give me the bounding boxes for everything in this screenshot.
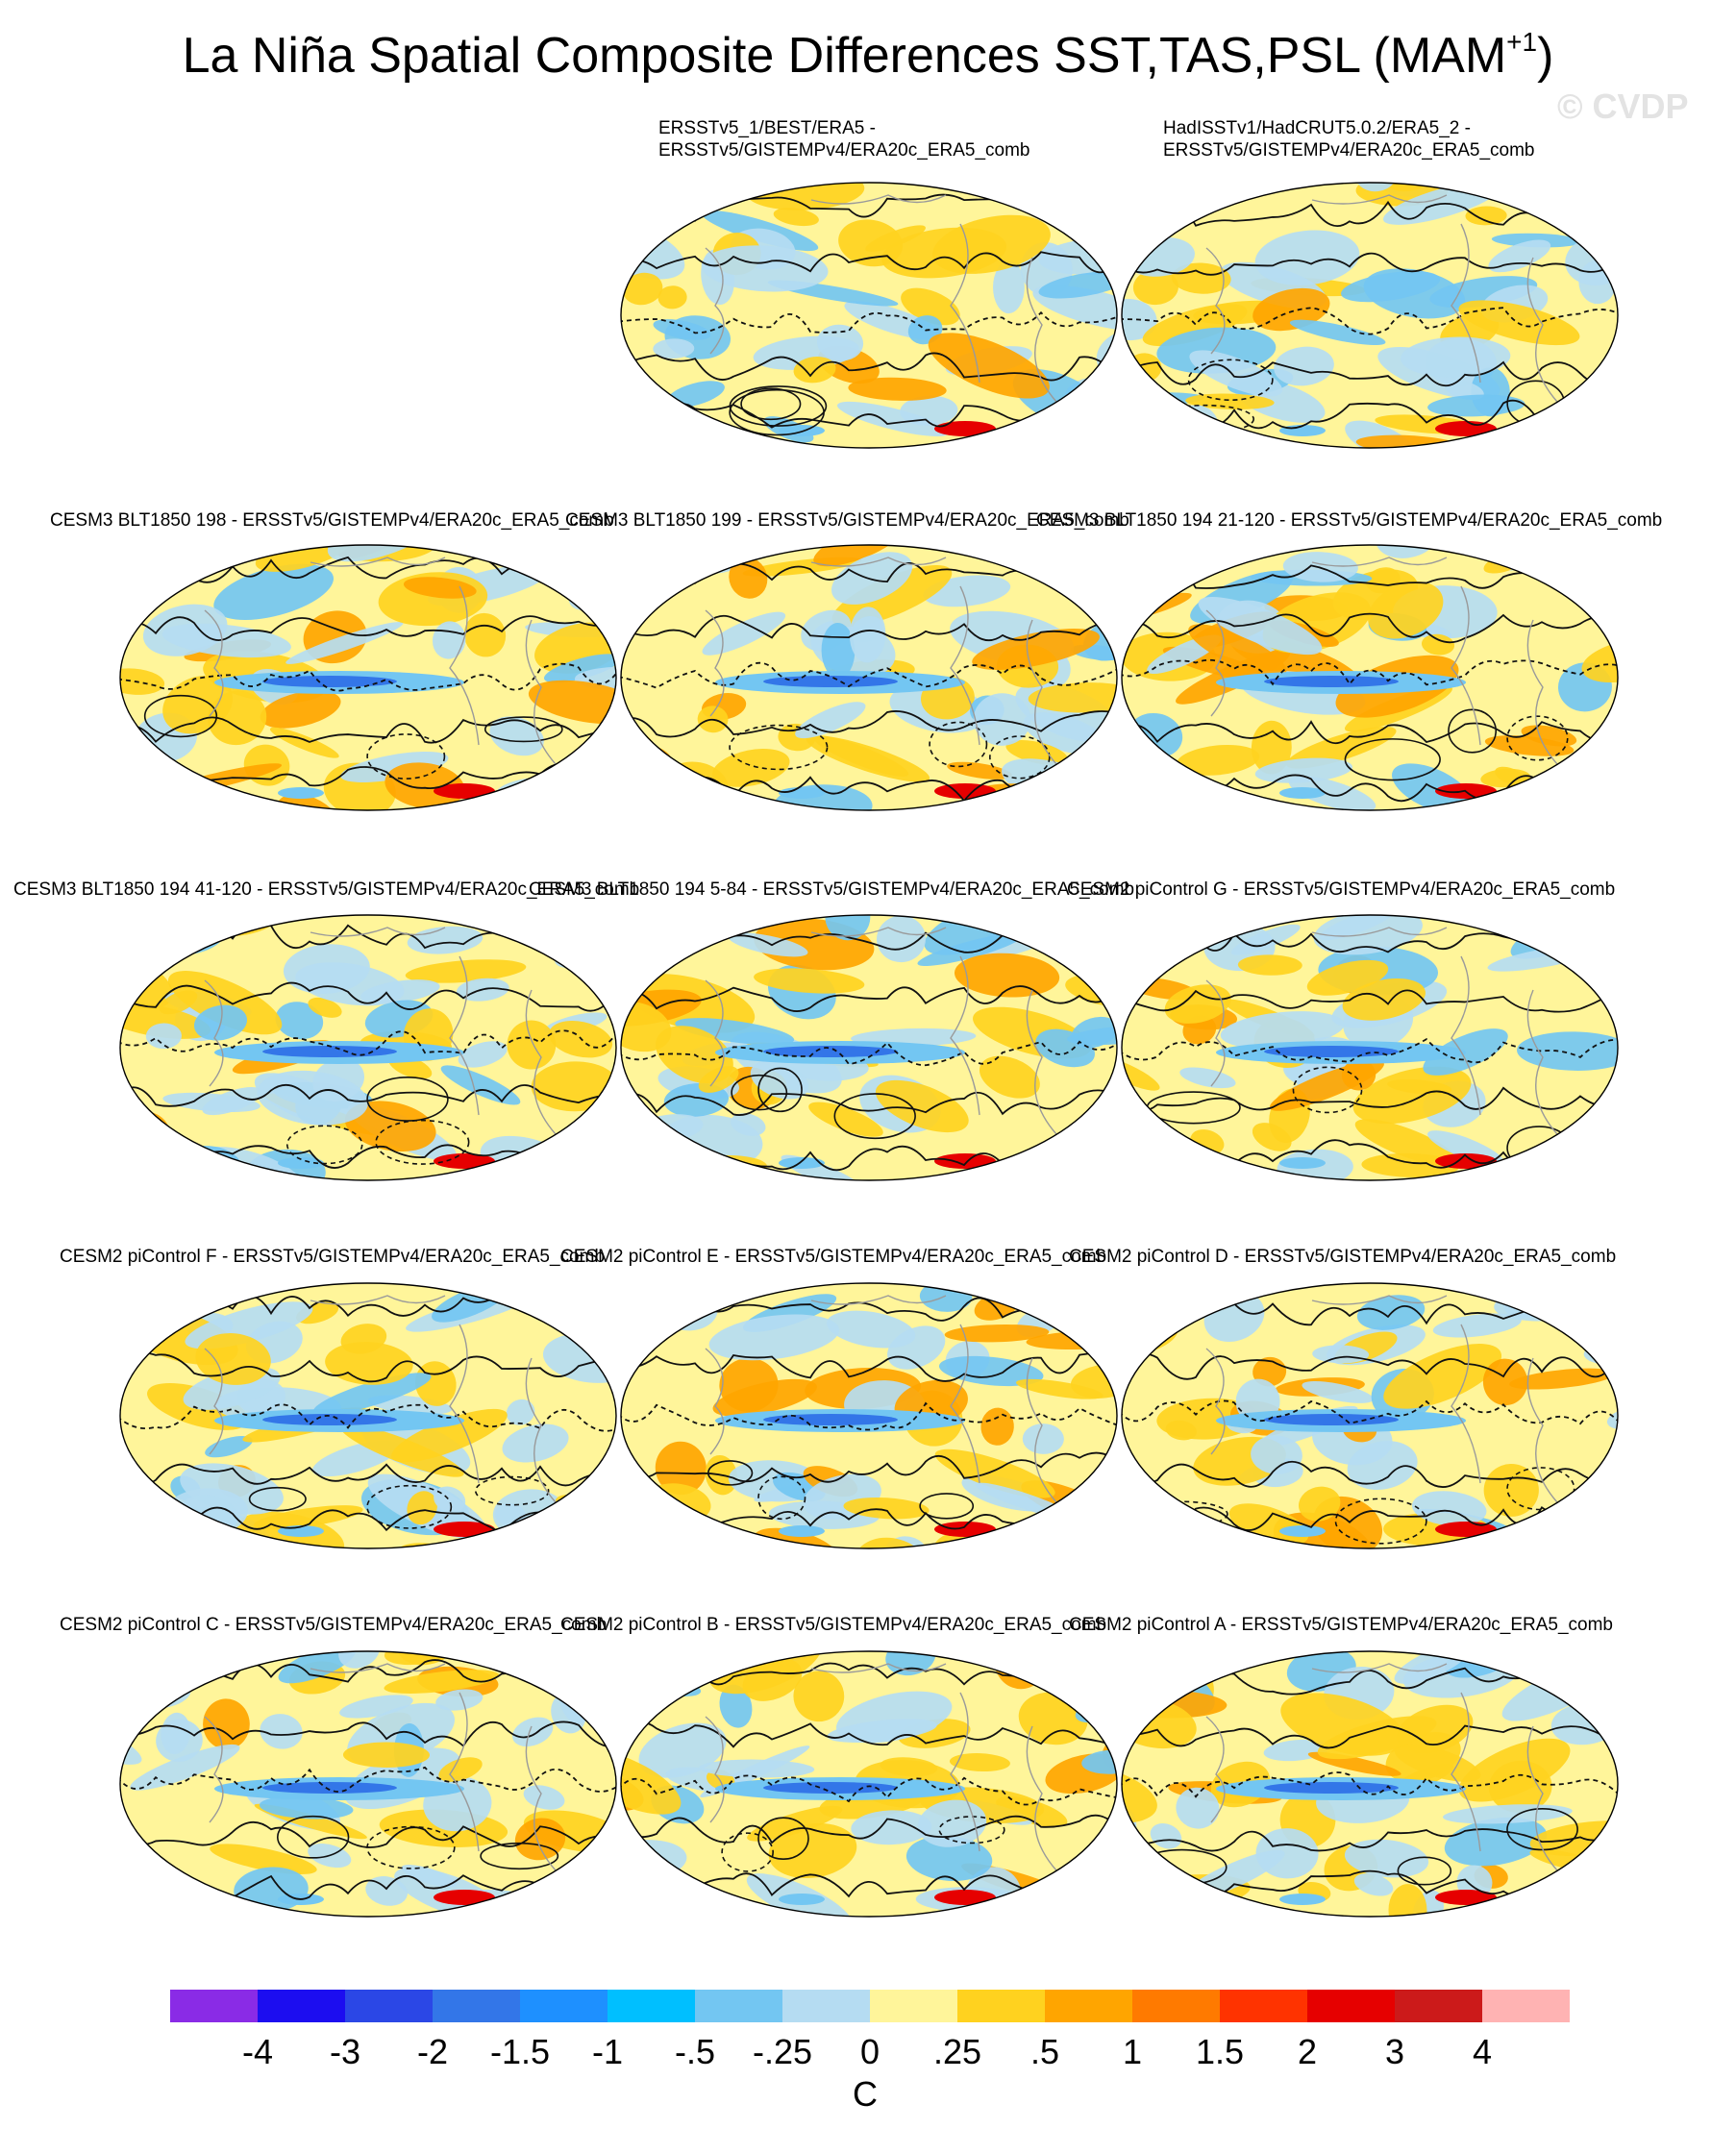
colorbar-swatch xyxy=(695,1990,782,2022)
robinson-map-panel xyxy=(119,544,617,811)
colorbar-units: C xyxy=(853,2074,878,2114)
panel-label-line-1: HadISSTv1/HadCRUT5.0.2/ERA5_2 - xyxy=(1163,118,1471,138)
colorbar-swatch xyxy=(782,1990,870,2022)
colorbar-tick-label: -2 xyxy=(416,2032,448,2071)
colorbar-swatch xyxy=(433,1990,520,2022)
colorbar-swatch xyxy=(1132,1990,1220,2022)
robinson-map-panel xyxy=(620,182,1118,449)
colorbar-swatch xyxy=(957,1990,1045,2022)
panel-label: CESM3 BLT1850 194 21-120 - ERSSTv5/GISTE… xyxy=(1036,510,1663,531)
panel-label: ERSSTv5_1/BEST/ERA5 - ERSSTv5/GISTEMPv4/E… xyxy=(658,117,1029,161)
robinson-map-panel xyxy=(620,1282,1118,1549)
colorbar-swatch xyxy=(1395,1990,1482,2022)
colorbar-tick-label: -4 xyxy=(241,2032,273,2071)
robinson-map-panel xyxy=(119,1650,617,1918)
colorbar-swatch xyxy=(608,1990,695,2022)
colorbar-tick-label: 3 xyxy=(1384,2032,1405,2071)
panel-label: CESM3 BLT1850 194 41-120 - ERSSTv5/GISTE… xyxy=(13,879,640,900)
panel-label: CESM2 piControl B - ERSSTv5/GISTEMPv4/ER… xyxy=(560,1615,1107,1635)
map-field xyxy=(1122,915,1618,1180)
colorbar-swatch xyxy=(870,1990,957,2022)
robinson-map-panel xyxy=(1121,1282,1619,1549)
map-field xyxy=(120,1283,616,1548)
robinson-map-panel xyxy=(1121,914,1619,1181)
colorbar-swatch xyxy=(1307,1990,1395,2022)
panel-label: CESM2 piControl E - ERSSTv5/GISTEMPv4/ER… xyxy=(560,1247,1107,1267)
robinson-map-panel xyxy=(620,544,1118,811)
panel-label: CESM2 piControl A - ERSSTv5/GISTEMPv4/ER… xyxy=(1069,1615,1613,1635)
map-field xyxy=(621,915,1117,1180)
colorbar-tick-label: -.25 xyxy=(752,2032,813,2071)
figure-title: La Niña Spatial Composite Differences SS… xyxy=(182,27,1554,84)
colorbar-swatch xyxy=(345,1990,433,2022)
colorbar-tick-label: 0 xyxy=(859,2032,880,2071)
colorbar-tick-label: -3 xyxy=(329,2032,360,2071)
robinson-map-panel xyxy=(1121,544,1619,811)
colorbar-tick-label: -.5 xyxy=(674,2032,715,2071)
colorbar-swatch xyxy=(1045,1990,1132,2022)
colorbar-swatch xyxy=(258,1990,345,2022)
panel-label: CESM3 BLT1850 199 - ERSSTv5/GISTEMPv4/ER… xyxy=(565,510,1129,531)
panel-label-line-2: ERSSTv5/GISTEMPv4/ERA20c_ERA5_comb xyxy=(1163,140,1535,161)
robinson-map-panel xyxy=(119,1282,617,1549)
panel-label: CESM2 piControl C - ERSSTv5/GISTEMPv4/ER… xyxy=(60,1615,608,1635)
colorbar-tick-label: -1.5 xyxy=(489,2032,551,2071)
map-field xyxy=(621,1283,1117,1548)
robinson-map-panel xyxy=(1121,182,1619,449)
colorbar-swatch xyxy=(520,1990,608,2022)
map-field xyxy=(1122,1651,1618,1917)
map-field xyxy=(120,915,616,1180)
colorbar-tick-label: 2 xyxy=(1297,2032,1318,2071)
colorbar-swatch xyxy=(1220,1990,1307,2022)
colorbar-tick-label: -1 xyxy=(591,2032,623,2071)
map-field xyxy=(120,1651,616,1917)
panel-label-line-2: ERSSTv5/GISTEMPv4/ERA20c_ERA5_comb xyxy=(658,140,1030,161)
colorbar-tick-label: 4 xyxy=(1472,2032,1493,2071)
map-field xyxy=(1122,545,1618,810)
robinson-map-panel xyxy=(620,1650,1118,1918)
map-field xyxy=(621,545,1117,810)
map-field xyxy=(621,1651,1117,1917)
panel-label: CESM2 piControl F - ERSSTv5/GISTEMPv4/ER… xyxy=(60,1247,606,1267)
map-field xyxy=(120,545,616,810)
colorbar-tick-label: .5 xyxy=(1029,2032,1060,2071)
map-field xyxy=(621,183,1117,448)
map-field xyxy=(1122,1283,1618,1548)
colorbar-tick-label: .25 xyxy=(932,2032,982,2071)
panel-label-line-1: ERSSTv5_1/BEST/ERA5 - xyxy=(658,118,876,138)
robinson-map-panel xyxy=(119,914,617,1181)
colorbar-swatch xyxy=(1482,1990,1570,2022)
panel-label: CESM3 BLT1850 194 5-84 - ERSSTv5/GISTEMP… xyxy=(529,879,1135,900)
robinson-map-panel xyxy=(1121,1650,1619,1918)
robinson-map-panel xyxy=(620,914,1118,1181)
map-field xyxy=(1122,183,1618,448)
panel-label: CESM2 piControl D - ERSSTv5/GISTEMPv4/ER… xyxy=(1069,1247,1617,1267)
panel-label: CESM3 BLT1850 198 - ERSSTv5/GISTEMPv4/ER… xyxy=(50,510,614,531)
colorbar-tick-label: 1 xyxy=(1122,2032,1143,2071)
colorbar-swatch xyxy=(170,1990,258,2022)
colorbar-tick-label: 1.5 xyxy=(1195,2032,1245,2071)
panel-label: HadISSTv1/HadCRUT5.0.2/ERA5_2 - ERSSTv5/G… xyxy=(1163,117,1534,161)
panel-label: CESM2 piControl G - ERSSTv5/GISTEMPv4/ER… xyxy=(1067,879,1616,900)
cvdp-watermark: © CVDP xyxy=(1557,87,1689,126)
